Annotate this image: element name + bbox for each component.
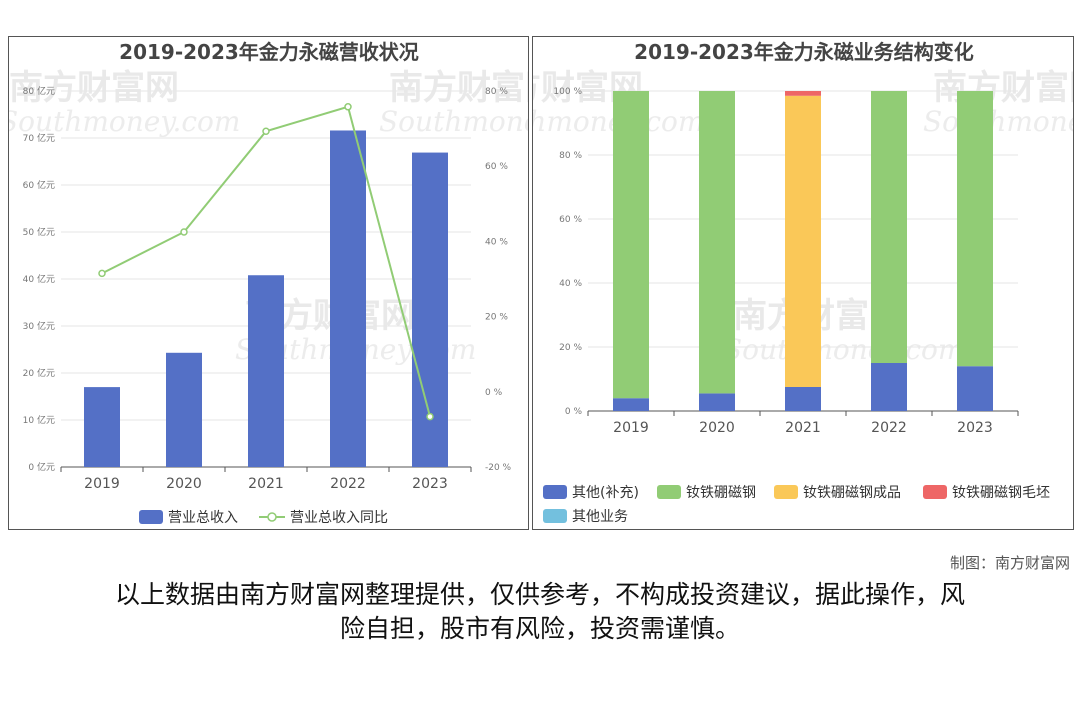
legend-label: 其他(补充) xyxy=(572,485,639,501)
x-tick-label: 2022 xyxy=(871,420,907,436)
revenue-bar xyxy=(330,130,366,467)
y-tick-label: 60 % xyxy=(559,215,582,225)
stacked-bar-segment xyxy=(785,387,821,411)
business-structure-chart: 南方财富网Southmoney.com南方财富网Southmoney.com南方… xyxy=(533,40,1074,525)
stacked-bar-segment xyxy=(785,91,821,96)
revenue-chart-panel: 南方财富网Southmoney.com南方财富网Southmoney.com南方… xyxy=(8,36,529,530)
yoy-point xyxy=(262,127,270,135)
x-tick-label: 2019 xyxy=(84,476,120,492)
revenue-bar xyxy=(166,352,202,467)
watermark-text: Southmoney.com xyxy=(923,105,1074,138)
stacked-bar-segment xyxy=(957,366,993,411)
x-tick-label: 2022 xyxy=(330,476,366,492)
business-structure-chart-panel: 南方财富网Southmoney.com南方财富网Southmoney.com南方… xyxy=(532,36,1074,530)
stacked-bar-segment xyxy=(957,91,993,367)
watermark-text: 南方财富网 xyxy=(389,68,529,108)
x-tick-label: 2019 xyxy=(613,420,649,436)
stacked-bar-segment xyxy=(871,91,907,363)
y-tick-label: 80 % xyxy=(559,151,582,161)
legend-swatch xyxy=(774,485,798,499)
x-tick-label: 2020 xyxy=(699,420,735,436)
stacked-bar-segment xyxy=(613,398,649,411)
disclaimer-line: 险自担，股市有风险，投资需谨慎。 xyxy=(339,614,740,643)
legend-swatch xyxy=(267,512,277,522)
watermark-text: 南方财富网 xyxy=(9,68,179,108)
y-tick-label: 60 亿元 xyxy=(23,179,55,191)
y2-tick-label: 80 % xyxy=(485,87,508,97)
legend-swatch xyxy=(543,509,567,523)
watermark-text: Southmoney.com xyxy=(9,105,240,138)
disclaimer: 以上数据由南方财富网整理提供，仅供参考，不构成投资建议，据此操作，风 险自担，股… xyxy=(60,578,1020,646)
y2-tick-label: 20 % xyxy=(485,313,508,323)
y-tick-label: 30 亿元 xyxy=(23,320,55,332)
watermark-text: 南方财富网 xyxy=(933,68,1074,108)
watermark-text: Southmoney.com xyxy=(379,105,529,138)
y-tick-label: 100 % xyxy=(553,87,582,97)
chart-credit: 制图：南方财富网 xyxy=(949,554,1070,572)
y2-tick-label: 0 % xyxy=(485,388,503,398)
y-tick-label: 50 亿元 xyxy=(23,226,55,238)
legend-swatch xyxy=(543,485,567,499)
revenue-chart: 南方财富网Southmoney.com南方财富网Southmoney.com南方… xyxy=(9,40,529,526)
y-tick-label: 40 亿元 xyxy=(23,273,55,285)
legend-label: 其他业务 xyxy=(572,509,628,525)
stacked-bar-segment xyxy=(699,393,735,411)
x-tick-label: 2023 xyxy=(412,476,448,492)
chart-title: 2019-2023年金力永磁营收状况 xyxy=(119,40,419,64)
stacked-bar-segment xyxy=(699,91,735,394)
y2-tick-label: -20 % xyxy=(485,463,512,473)
yoy-point xyxy=(180,228,188,236)
x-tick-label: 2023 xyxy=(957,420,993,436)
stacked-bar-segment xyxy=(871,363,907,411)
legend-swatch xyxy=(923,485,947,499)
y-tick-label: 20 % xyxy=(559,343,582,353)
yoy-point xyxy=(98,269,106,278)
yoy-point xyxy=(344,103,352,111)
disclaimer-line: 以上数据由南方财富网整理提供，仅供参考，不构成投资建议，据此操作，风 xyxy=(114,580,965,609)
legend-label: 营业总收入 xyxy=(168,510,238,526)
y-tick-label: 20 亿元 xyxy=(23,367,55,379)
y-tick-label: 70 亿元 xyxy=(23,132,55,144)
legend-swatch xyxy=(657,485,681,499)
revenue-bar xyxy=(84,387,120,467)
legend-swatch xyxy=(139,510,163,524)
x-tick-label: 2021 xyxy=(785,420,821,436)
stacked-bar-segment xyxy=(613,91,649,399)
chart-title: 2019-2023年金力永磁业务结构变化 xyxy=(634,40,974,64)
watermark-text: Southmoney.com xyxy=(723,333,964,366)
stacked-bar-segment xyxy=(785,95,821,388)
y-tick-label: 40 % xyxy=(559,279,582,289)
y-tick-label: 80 亿元 xyxy=(23,85,55,97)
y-tick-label: 0 % xyxy=(565,407,583,417)
legend-label: 钕铁硼磁钢成品 xyxy=(803,485,901,501)
legend-label: 钕铁硼磁钢 xyxy=(686,485,756,501)
x-tick-label: 2020 xyxy=(166,476,202,492)
yoy-point xyxy=(426,412,434,421)
y2-tick-label: 60 % xyxy=(485,162,508,172)
legend-label: 钕铁硼磁钢毛坯 xyxy=(952,485,1050,501)
y-tick-label: 10 亿元 xyxy=(23,414,55,426)
x-tick-label: 2021 xyxy=(248,476,284,492)
revenue-bar xyxy=(248,275,284,467)
legend-label: 营业总收入同比 xyxy=(290,510,388,526)
y2-tick-label: 40 % xyxy=(485,237,508,247)
y-tick-label: 0 亿元 xyxy=(28,461,55,473)
